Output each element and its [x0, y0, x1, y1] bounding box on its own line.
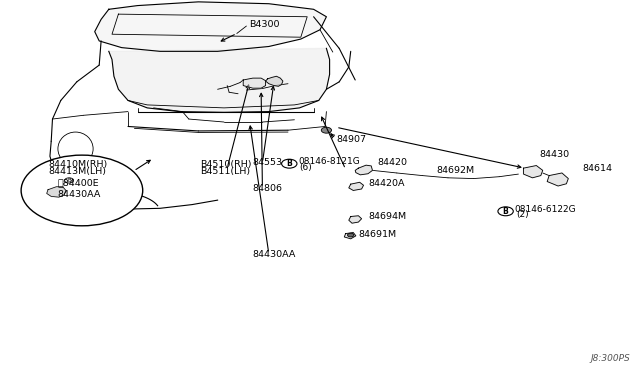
- Text: 84400E: 84400E: [58, 179, 99, 187]
- Text: 84806: 84806: [253, 185, 283, 193]
- Text: B: B: [67, 178, 71, 183]
- Text: 84691M: 84691M: [358, 230, 397, 239]
- Polygon shape: [344, 232, 356, 239]
- Text: 08146-8121G: 08146-8121G: [298, 157, 360, 166]
- Circle shape: [498, 207, 513, 216]
- Text: B: B: [287, 159, 292, 168]
- Text: B4511(LH): B4511(LH): [200, 167, 250, 176]
- Polygon shape: [47, 187, 66, 197]
- Text: J8:300PS: J8:300PS: [591, 354, 630, 363]
- Circle shape: [282, 159, 297, 168]
- Polygon shape: [109, 48, 330, 112]
- Text: 84430: 84430: [539, 150, 569, 159]
- Polygon shape: [547, 173, 568, 186]
- Circle shape: [65, 178, 74, 183]
- Text: 84430AA: 84430AA: [253, 250, 296, 259]
- Text: 84553: 84553: [253, 158, 283, 167]
- Polygon shape: [355, 165, 372, 175]
- Polygon shape: [95, 2, 326, 51]
- Text: 84430AA: 84430AA: [58, 190, 101, 199]
- Text: B4510(RH): B4510(RH): [200, 160, 251, 169]
- Polygon shape: [266, 76, 283, 86]
- Text: 84907: 84907: [336, 135, 366, 144]
- Text: 84694M: 84694M: [369, 212, 407, 221]
- Circle shape: [348, 233, 354, 237]
- Text: B: B: [503, 207, 508, 216]
- Text: 84420: 84420: [378, 158, 408, 167]
- Circle shape: [21, 155, 143, 226]
- Polygon shape: [349, 182, 364, 190]
- Text: 08146-6122G: 08146-6122G: [514, 205, 575, 214]
- Polygon shape: [243, 78, 266, 88]
- Text: 84413M(LH): 84413M(LH): [48, 167, 106, 176]
- Text: 84614: 84614: [582, 164, 612, 173]
- Circle shape: [321, 127, 332, 133]
- Polygon shape: [349, 216, 362, 223]
- Text: (6): (6): [300, 163, 312, 172]
- Text: 84692M: 84692M: [436, 166, 475, 175]
- Polygon shape: [524, 166, 543, 178]
- Text: 84410M(RH): 84410M(RH): [48, 160, 108, 169]
- Text: 84420A: 84420A: [369, 179, 405, 187]
- Text: B4300: B4300: [250, 20, 280, 29]
- Text: (2): (2): [516, 210, 529, 219]
